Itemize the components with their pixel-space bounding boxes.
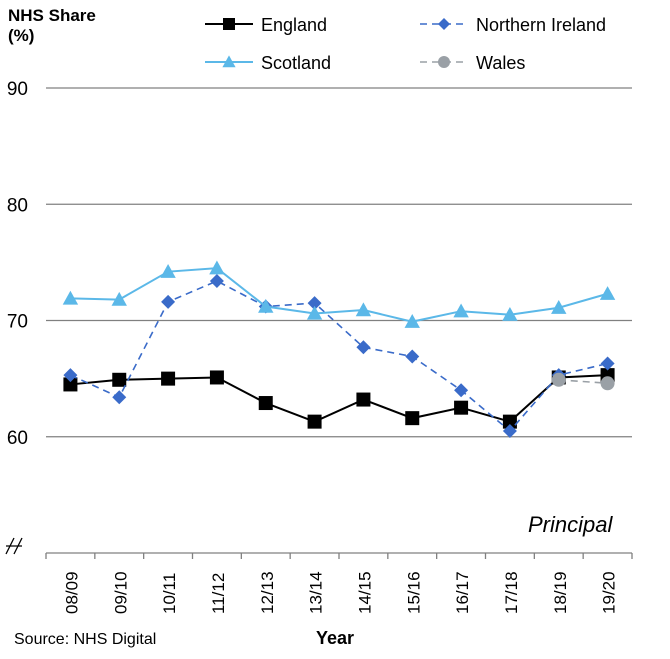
square-marker (454, 400, 469, 415)
x-tick-label: 17/18 (502, 571, 521, 614)
diamond-marker (63, 368, 78, 383)
triangle-marker (209, 260, 225, 275)
series-wales (551, 372, 615, 391)
x-tick-label: 16/17 (453, 571, 472, 614)
triangle-marker (258, 298, 274, 313)
square-marker (161, 371, 176, 386)
series-line (70, 267, 608, 323)
square-marker (223, 18, 235, 30)
source-note: Source: NHS Digital (14, 631, 157, 648)
square-marker (258, 396, 273, 411)
series-scotland (62, 260, 616, 328)
legend-label: Wales (476, 53, 525, 73)
circle-marker (438, 56, 450, 68)
y-tick-label: 90 (7, 79, 28, 100)
x-tick-label: 13/14 (307, 571, 326, 614)
legend-label: England (261, 15, 327, 35)
y-tick-label: 60 (7, 428, 28, 449)
axes: 60 70 80 90 08/09 09/10 10/11 11/12 12/13 13/14 14… (5, 79, 633, 614)
square-marker (502, 414, 517, 429)
diamond-marker (307, 296, 322, 311)
triangle-marker (62, 290, 79, 305)
square-marker (405, 411, 420, 426)
diamond-marker (209, 273, 224, 288)
x-tick-label: 11/12 (209, 573, 228, 614)
y-axis-label-line-2: (%) (8, 26, 35, 45)
series-line (558, 378, 608, 385)
legend-item-scotland: Scotland (205, 53, 331, 73)
diamond-marker (405, 349, 420, 364)
triangle-marker (111, 291, 127, 306)
series-line (70, 374, 608, 423)
series-lines (62, 260, 616, 438)
y-axis-label-line-1: NHS Share (8, 6, 96, 25)
series-northern-ireland (63, 273, 615, 438)
legend: England Northern Ireland Scotland Wales (205, 15, 606, 73)
y-tick-label: 80 (7, 195, 28, 216)
diamond-marker (112, 390, 127, 405)
square-marker (307, 414, 322, 429)
circle-marker (600, 376, 615, 391)
x-tick-label: 18/19 (551, 571, 570, 614)
square-marker (209, 370, 224, 385)
x-tick-label: 15/16 (404, 571, 423, 614)
y-tick-label: 70 (7, 312, 28, 333)
x-tick-label: 09/10 (111, 571, 130, 614)
x-tick-label: 12/13 (258, 571, 277, 614)
legend-item-northern-ireland: Northern Ireland (420, 15, 606, 35)
legend-label: Scotland (261, 53, 331, 73)
x-axis-title: Year (316, 628, 355, 648)
triangle-marker (404, 313, 420, 328)
series-line (70, 280, 608, 433)
square-marker (112, 372, 127, 387)
x-tick-label: 08/09 (62, 571, 81, 614)
series-england (63, 368, 615, 429)
triangle-marker (453, 303, 469, 318)
triangle-marker (551, 300, 567, 314)
diamond-marker (454, 383, 469, 398)
diamond-marker (356, 340, 371, 355)
diamond-marker (600, 356, 615, 371)
triangle-marker (160, 263, 176, 278)
legend-label: Northern Ireland (476, 15, 606, 35)
legend-item-england: England (205, 15, 327, 35)
triangle-marker (222, 55, 236, 68)
square-marker (63, 377, 78, 392)
circle-marker (551, 372, 566, 387)
legend-item-wales: Wales (420, 53, 525, 73)
chart-annotation: Principal (528, 512, 613, 537)
x-tick-label: 10/11 (160, 573, 179, 614)
diamond-marker (502, 423, 517, 438)
triangle-marker (306, 305, 323, 320)
x-tick-label: 19/20 (600, 571, 619, 614)
axis-break-icon (5, 537, 23, 555)
triangle-marker (502, 306, 518, 321)
x-tick-label: 14/15 (355, 571, 374, 614)
diamond-marker (438, 18, 450, 30)
triangle-marker (355, 302, 372, 317)
square-marker (356, 392, 371, 407)
triangle-marker (599, 286, 616, 300)
diamond-marker (161, 294, 176, 309)
gridlines (46, 87, 632, 438)
